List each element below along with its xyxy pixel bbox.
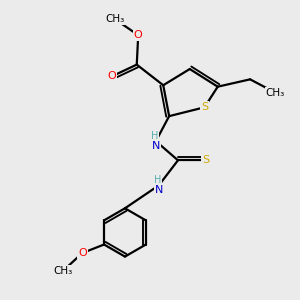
Text: O: O: [78, 248, 87, 258]
Text: S: S: [202, 155, 209, 165]
Text: CH₃: CH₃: [105, 14, 124, 24]
Text: N: N: [154, 185, 163, 195]
Text: H: H: [154, 175, 161, 185]
Text: S: S: [201, 102, 208, 112]
Text: CH₃: CH₃: [53, 266, 73, 276]
Text: H: H: [151, 131, 158, 141]
Text: O: O: [134, 30, 142, 40]
Text: O: O: [107, 71, 116, 81]
Text: N: N: [152, 141, 160, 151]
Text: CH₃: CH₃: [266, 88, 285, 98]
